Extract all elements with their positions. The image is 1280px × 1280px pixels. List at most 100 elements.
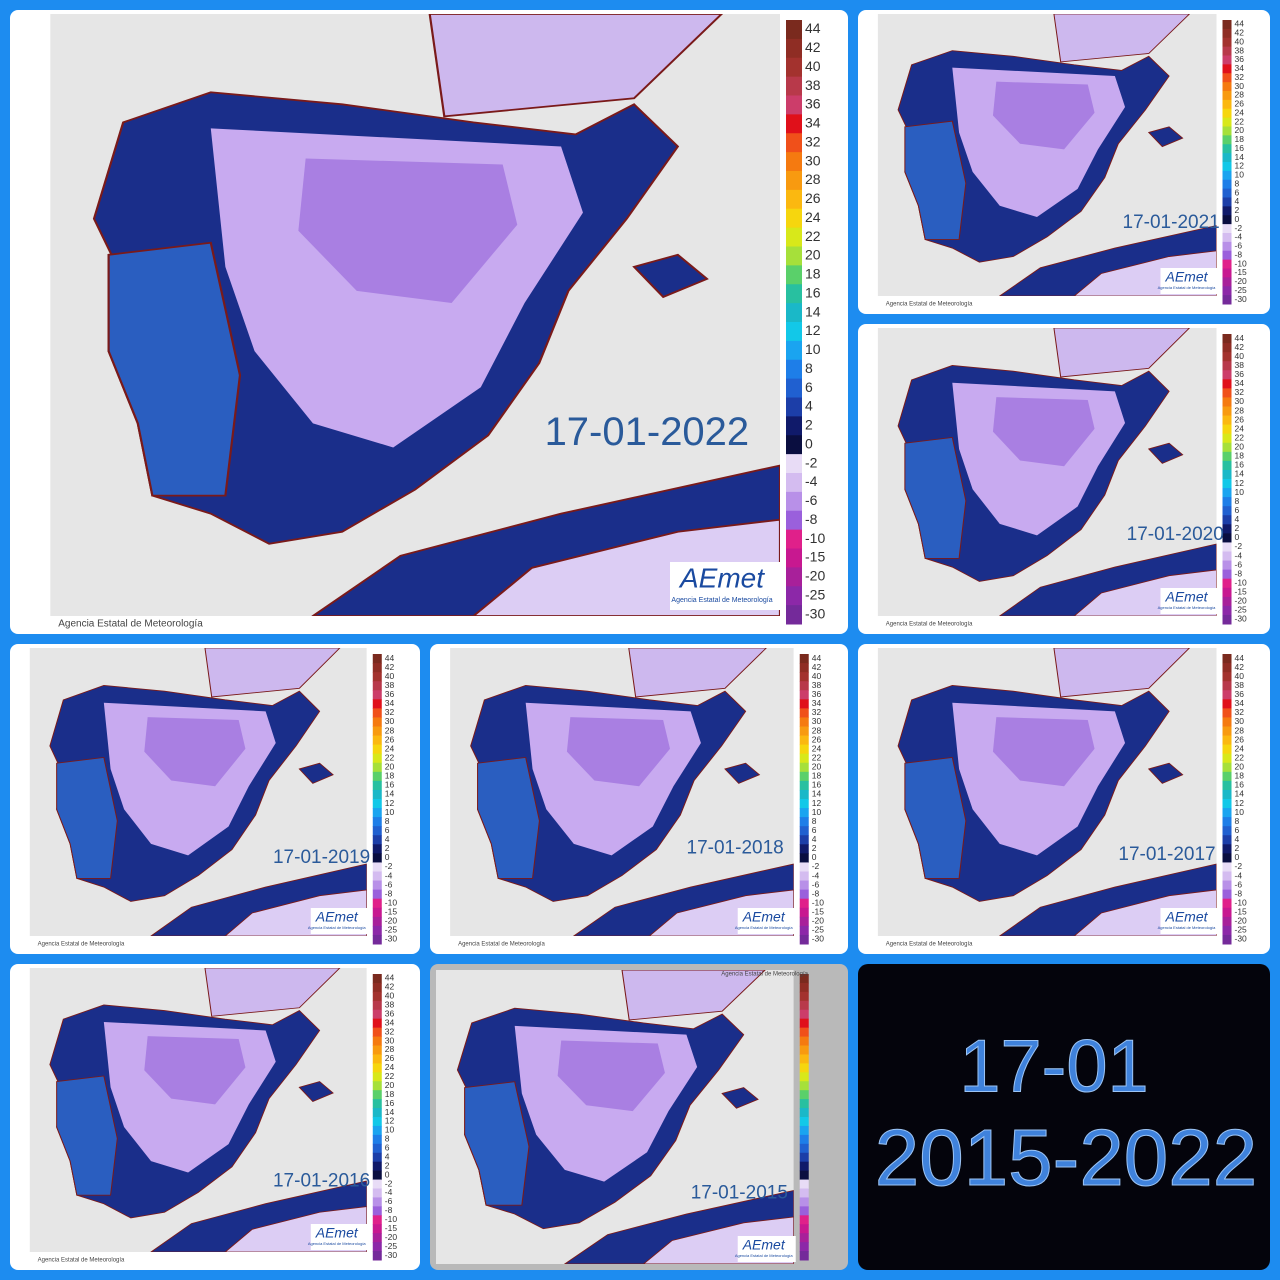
legend-swatch [799,699,809,709]
legend-swatch [799,690,809,700]
legend-tick-label: -15 [385,907,398,917]
logo-background [1160,908,1219,934]
legend-tick-label: 22 [1235,432,1245,442]
legend-swatch [372,974,382,984]
legend-swatch [1222,162,1232,172]
legend-tick-label: 6 [1235,187,1240,197]
legend-tick-label: 40 [812,671,822,681]
legend-swatch [1222,587,1232,598]
legend-swatch [799,672,809,682]
legend-swatch [372,1018,382,1029]
legend-tick-label: 32 [812,707,822,717]
legend-tick-label: 8 [385,816,390,826]
legend-swatch [786,38,802,59]
legend-tick-label: 14 [1235,789,1245,799]
legend-swatch [799,780,809,791]
legend-tick-label: 32 [1235,72,1245,82]
legend-swatch [799,1170,809,1181]
legend-swatch [1222,488,1232,498]
legend-swatch [1222,717,1232,727]
legend-swatch [786,76,802,96]
legend-tick-label: 8 [1235,816,1240,826]
legend-swatch [799,1251,809,1261]
legend-swatch [786,114,802,134]
legend-tick-label: 30 [385,1035,395,1045]
legend-tick-label: 18 [1235,451,1245,461]
legend-tick-label: 38 [805,77,821,93]
legend-tick-label: 44 [1235,19,1245,29]
legend-swatch [372,991,382,1002]
legend-swatch [1222,889,1232,900]
legend-swatch [799,1018,809,1029]
legend-swatch [372,1125,382,1136]
legend-swatch [1222,99,1232,110]
legend-tick-label: 18 [812,771,822,781]
copyright: Agencia Estatal de Meteorología [721,972,808,978]
legend-tick-label: 18 [1235,771,1245,781]
legend-tick-label: 2 [1235,205,1240,215]
legend-swatch [786,322,802,342]
iberia-west [56,1075,118,1196]
legend-swatch [786,416,802,436]
legend-swatch [799,1233,809,1243]
legend-tick-label: 26 [1235,414,1245,424]
legend-swatch [1222,188,1232,198]
legend-tick-label: 16 [1235,780,1245,790]
legend-tick-label: -20 [385,916,398,926]
legend-tick-label: 42 [805,39,821,55]
legend-swatch [799,771,809,782]
legend-tick-label: 40 [1235,671,1245,681]
legend-tick-label: 30 [805,152,821,168]
legend-swatch [799,880,809,891]
legend-swatch [799,681,809,691]
legend-swatch [1222,144,1232,154]
cold-core [144,1036,246,1105]
legend-swatch [786,473,802,493]
cold-core [992,397,1095,467]
legend-tick-label: -4 [1235,550,1243,560]
legend-swatch [372,735,382,746]
legend-tick-label: 28 [812,725,822,735]
logo-background [670,562,782,610]
logo-caption: Agencia Estatal de Meteorología [308,925,367,930]
legend-tick-label: -10 [1235,258,1248,268]
legend-swatch [1222,388,1232,398]
legend-swatch [786,340,802,361]
legend-tick-label: -10 [385,1214,398,1224]
iberia-west [477,756,540,879]
legend-tick-label: 22 [385,1071,395,1081]
legend-swatch [799,1090,809,1100]
legend-tick-label: 0 [385,1169,390,1179]
legend-swatch [786,586,802,606]
legend-swatch [799,898,809,909]
legend-tick-label: 12 [805,322,821,338]
legend-swatch [799,991,809,1002]
legend-tick-label: 4 [812,834,817,844]
logo-caption: Agencia Estatal de Meteorología [735,925,794,930]
legend-swatch [799,1179,809,1189]
legend-tick-label: -10 [385,897,398,907]
legend-swatch [372,663,382,673]
logo: AEmet [1165,909,1209,925]
legend-tick-label: -20 [1235,916,1248,926]
legend-tick-label: 6 [385,1143,390,1153]
legend-tick-label: 20 [812,762,822,772]
map-panel: 4442403836343230282624222018161412108642… [858,10,1270,314]
legend-swatch [372,907,382,918]
legend-swatch [1222,808,1232,818]
map [29,968,367,1252]
legend-swatch [1222,126,1232,136]
legend-swatch [1222,699,1232,709]
legend-swatch [1222,361,1232,371]
legend-swatch [1222,672,1232,682]
legend-tick-label: 24 [812,743,822,753]
legend-swatch [1222,20,1232,30]
legend-tick-label: 32 [1235,387,1245,397]
legend-swatch [372,1224,382,1234]
france [1053,328,1191,378]
legend-tick-label: 4 [1235,834,1240,844]
copyright: Agencia Estatal de Meteorología [458,942,545,948]
legend-tick-label: 16 [1235,460,1245,470]
legend-swatch [1222,654,1232,664]
legend-tick-label: -10 [805,530,825,546]
